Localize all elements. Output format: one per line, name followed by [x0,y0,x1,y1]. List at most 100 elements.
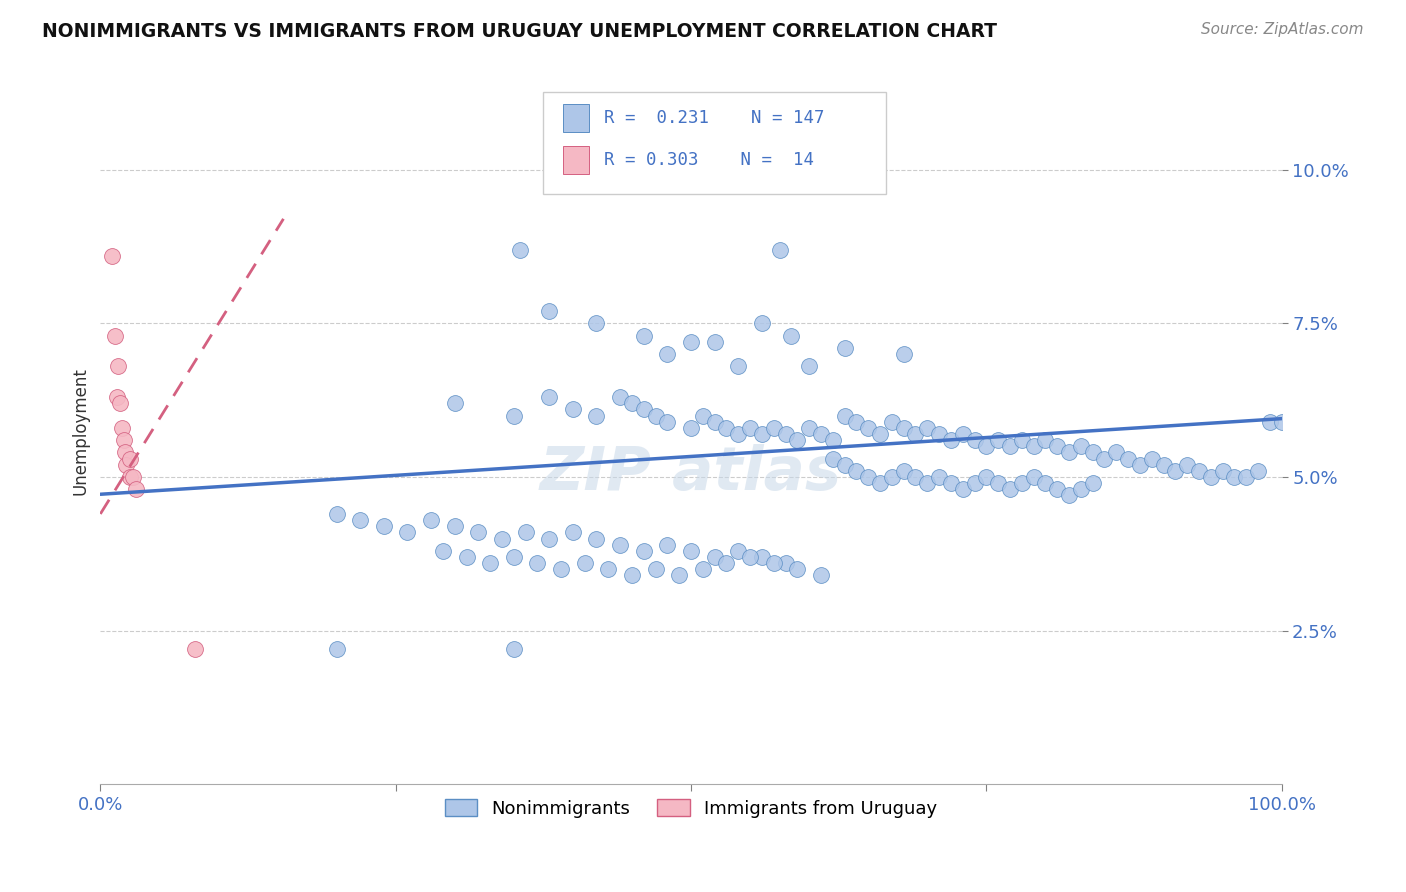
Point [987,433,1010,447]
Point [538,390,561,404]
Point [325,642,347,657]
Point [869,476,891,491]
Point [644,409,666,423]
Point [1011,476,1033,491]
Point [786,562,808,576]
Point [1105,445,1128,459]
Point [509,243,531,257]
Point [821,451,844,466]
Point [105,390,128,404]
Point [657,538,679,552]
Point [751,316,773,330]
Point [727,427,749,442]
Point [952,427,974,442]
Point [122,470,145,484]
Point [880,415,903,429]
Point [118,451,141,466]
Point [834,409,856,423]
Point [928,470,950,484]
Point [574,556,596,570]
Text: NONIMMIGRANTS VS IMMIGRANTS FROM URUGUAY UNEMPLOYMENT CORRELATION CHART: NONIMMIGRANTS VS IMMIGRANTS FROM URUGUAY… [42,22,997,41]
Point [657,415,679,429]
Point [1175,458,1198,472]
Point [893,464,915,478]
Point [786,433,808,447]
Point [856,470,879,484]
Point [762,556,785,570]
Y-axis label: Unemployment: Unemployment [72,367,89,495]
Point [585,316,607,330]
Point [585,532,607,546]
Point [987,476,1010,491]
Point [502,549,524,564]
Point [1212,464,1234,478]
Point [1046,439,1069,453]
Point [834,341,856,355]
Point [703,334,725,349]
Text: R = 0.303    N =  14: R = 0.303 N = 14 [603,151,814,169]
Point [1116,451,1139,466]
Point [1094,451,1116,466]
Point [834,458,856,472]
Point [118,470,141,484]
Point [869,427,891,442]
Point [880,470,903,484]
Legend: Nonimmigrants, Immigrants from Uruguay: Nonimmigrants, Immigrants from Uruguay [437,791,945,825]
Point [502,409,524,423]
Point [396,525,419,540]
Point [467,525,489,540]
Point [1081,445,1104,459]
Point [810,427,832,442]
Point [716,421,738,435]
Point [727,359,749,374]
Point [904,470,927,484]
Point [1258,415,1281,429]
Point [692,562,714,576]
Point [998,483,1021,497]
Point [762,421,785,435]
Point [1070,439,1092,453]
Point [797,421,820,435]
Point [110,421,132,435]
Point [904,427,927,442]
Point [751,427,773,442]
Point [1164,464,1187,478]
Point [963,476,986,491]
Point [1081,476,1104,491]
Point [598,562,620,576]
Point [738,549,761,564]
Point [585,409,607,423]
Point [1247,464,1270,478]
Point [515,525,537,540]
Text: Source: ZipAtlas.com: Source: ZipAtlas.com [1201,22,1364,37]
Point [845,415,868,429]
Point [432,544,454,558]
Point [939,476,962,491]
Point [976,470,998,484]
Point [609,390,631,404]
Point [103,328,125,343]
Point [780,328,803,343]
Point [502,642,524,657]
Point [644,562,666,576]
FancyBboxPatch shape [564,145,589,174]
Point [538,304,561,318]
Point [1129,458,1152,472]
Point [110,396,132,410]
Point [939,433,962,447]
Point [976,439,998,453]
Point [1057,488,1080,502]
Point [821,433,844,447]
Point [125,483,148,497]
Point [845,464,868,478]
Point [797,359,820,374]
Point [963,433,986,447]
Point [727,544,749,558]
Point [1057,445,1080,459]
Point [1140,451,1163,466]
Point [112,433,135,447]
Point [538,532,561,546]
Point [373,519,395,533]
Point [668,568,690,582]
Point [1011,433,1033,447]
